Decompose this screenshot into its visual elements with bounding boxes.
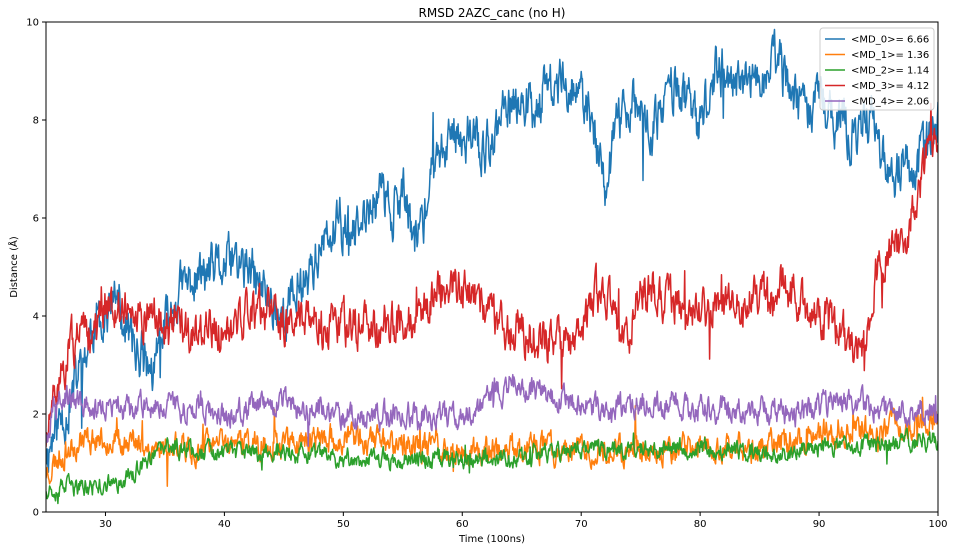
legend-entry: <MD_3>= 4.12 — [851, 81, 929, 92]
legend-entry: <MD_1>= 1.36 — [851, 50, 929, 61]
x-tick-label: 80 — [694, 519, 707, 530]
series-layer — [46, 28, 938, 505]
x-axis-ticks: 30 40 50 60 70 80 90 100 — [99, 512, 948, 530]
y-tick-label: 8 — [33, 116, 39, 127]
legend: <MD_0>= 6.66 <MD_1>= 1.36 <MD_2>= 1.14 <MD_… — [819, 27, 935, 111]
y-axis-ticks: 0 2 4 6 8 10 — [26, 18, 46, 519]
series-line-md2 — [46, 427, 938, 505]
x-tick-label: 40 — [218, 519, 231, 530]
x-tick-label: 100 — [928, 519, 947, 530]
y-axis-label: Distance (Å) — [7, 236, 20, 298]
series-line-md3 — [46, 102, 938, 447]
x-tick-label: 70 — [575, 519, 588, 530]
x-axis-label: Time (100ns) — [458, 534, 525, 545]
chart-title: RMSD 2AZC_canc (no H) — [419, 6, 566, 20]
y-tick-label: 4 — [33, 312, 39, 323]
series-line-md1 — [46, 396, 938, 487]
x-tick-label: 50 — [337, 519, 350, 530]
x-tick-label: 60 — [456, 519, 469, 530]
legend-box — [819, 27, 935, 111]
y-tick-label: 2 — [33, 410, 39, 421]
plot-frame — [45, 21, 939, 513]
x-tick-label: 90 — [813, 519, 826, 530]
y-tick-label: 10 — [26, 18, 39, 29]
y-tick-label: 6 — [33, 214, 39, 225]
y-tick-label: 0 — [33, 508, 39, 519]
legend-entry: <MD_2>= 1.14 — [851, 66, 929, 77]
series-line-md4 — [46, 373, 938, 447]
series-line-md0 — [46, 28, 938, 473]
plot-background — [46, 22, 938, 512]
legend-entry: <MD_4>= 2.06 — [851, 97, 929, 108]
x-tick-label: 30 — [99, 519, 112, 530]
legend-entry: <MD_0>= 6.66 — [851, 35, 929, 46]
